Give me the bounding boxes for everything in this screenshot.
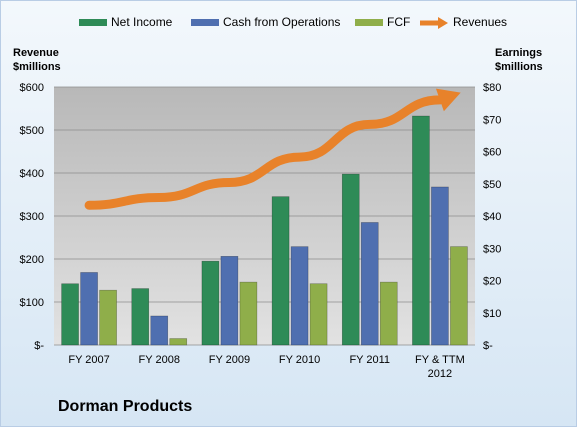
category-label: FY & TTM (415, 354, 465, 366)
left-tick-label: $300 (20, 211, 44, 223)
category-label: FY 2008 (139, 354, 180, 366)
legend-swatch-fcf (355, 19, 383, 27)
revenues-arrowhead (435, 88, 461, 112)
net-income-bar (271, 196, 290, 346)
net-income-bar (61, 283, 79, 346)
cash-from-operations-bar (360, 222, 379, 346)
right-tick-label: $40 (483, 211, 501, 223)
legend-label-net-income: Net Income (111, 15, 173, 29)
legend-item-cash-from-operations: Cash from Operations (191, 15, 340, 29)
left-tick-label: $200 (20, 254, 44, 266)
category-label: 2012 (428, 368, 452, 380)
right-axis-title: Earnings $millions (495, 46, 543, 74)
legend-swatch-cash-from-operations (191, 19, 219, 27)
right-tick-label: $50 (483, 179, 501, 191)
category-label: FY 2010 (279, 354, 320, 366)
fcf-bar (450, 246, 468, 346)
legend-label-cash-from-operations: Cash from Operations (223, 15, 341, 29)
right-tick-label: $20 (483, 276, 501, 288)
legend-label-fcf: FCF (387, 15, 411, 29)
company-name: Dorman Products (58, 398, 193, 415)
cash-from-operations-bar (220, 256, 239, 346)
cash-from-operations-bar (80, 272, 98, 346)
right-tick-label: $30 (483, 243, 501, 255)
net-income-bar (341, 173, 360, 346)
fcf-bar (239, 281, 258, 346)
category-label: FY 2009 (209, 354, 250, 366)
right-tick-label: $- (483, 340, 493, 352)
left-tick-label: $600 (20, 82, 44, 94)
net-income-bar (201, 260, 220, 346)
left-tick-label: $400 (20, 168, 44, 180)
legend-item-revenues: Revenues (419, 15, 507, 29)
cash-from-operations-bar (431, 186, 449, 346)
left-tick-label: $100 (20, 297, 44, 309)
net-income-bar (412, 115, 430, 346)
right-axis-title-line1: Earnings (495, 47, 543, 59)
revenues-line (84, 93, 451, 210)
cash-from-operations-bar (290, 246, 309, 346)
fcf-bar (309, 283, 328, 346)
net-income-bar (131, 288, 150, 346)
fcf-bar (169, 338, 188, 346)
fcf-bar (379, 281, 398, 346)
left-axis-title: Revenue $millions (13, 46, 61, 74)
legend-item-fcf: FCF (355, 15, 410, 29)
legend-arrow-icon (420, 16, 448, 29)
left-tick-label: $500 (20, 125, 44, 137)
left-axis-title-line2: $millions (13, 61, 61, 73)
right-tick-label: $80 (483, 82, 501, 94)
right-axis-title-line2: $millions (495, 61, 543, 73)
right-tick-label: $60 (483, 147, 501, 159)
right-tick-label: $10 (483, 308, 501, 320)
legend-swatch-net-income (79, 19, 107, 27)
legend-item-net-income: Net Income (79, 15, 172, 29)
cash-from-operations-bar (150, 315, 169, 346)
right-tick-label: $70 (483, 114, 501, 126)
left-tick-label: $- (34, 340, 44, 352)
legend-label-revenues: Revenues (453, 15, 508, 29)
left-axis-title-line1: Revenue (13, 47, 59, 59)
category-label: FY 2007 (68, 354, 109, 366)
fcf-bar (99, 289, 117, 346)
category-label: FY 2011 (349, 354, 390, 366)
legend: Net Income Cash from Operations FCF Reve… (1, 11, 577, 35)
